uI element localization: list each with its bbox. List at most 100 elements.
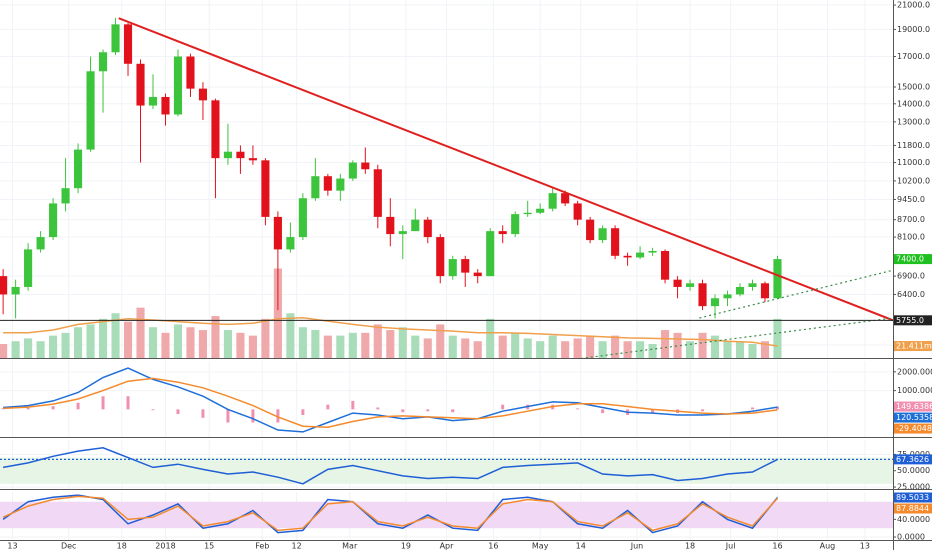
last-value-label: 149.6386 xyxy=(896,402,932,411)
histogram-bar xyxy=(501,404,505,410)
volume-bar xyxy=(586,335,595,358)
y-tick-label: 11800.0 xyxy=(897,141,930,150)
histogram-bar xyxy=(651,409,655,414)
volume-bar xyxy=(273,268,282,358)
candle-body xyxy=(661,250,670,280)
volume-bar xyxy=(773,318,782,358)
volume-bar xyxy=(98,318,108,358)
indicator-line xyxy=(2,495,779,532)
candle-body xyxy=(74,149,83,189)
volume-bar xyxy=(236,332,245,358)
candle-body xyxy=(760,283,770,299)
x-tick-label: Apr xyxy=(440,542,455,550)
volume-bar xyxy=(461,338,470,358)
histogram-bar xyxy=(176,409,180,415)
x-tick-label: 2018 xyxy=(155,542,175,550)
histogram-bar xyxy=(101,396,105,410)
candle-body xyxy=(461,259,470,273)
candle-body xyxy=(161,96,170,115)
candle-body xyxy=(698,283,707,307)
x-tick-label: 14 xyxy=(576,542,586,550)
volume-bar xyxy=(186,327,195,358)
histogram-bar xyxy=(351,400,355,410)
candle-body xyxy=(523,212,532,215)
volume-bar xyxy=(373,324,382,358)
last-value-label-box xyxy=(894,492,932,503)
histogram-bar xyxy=(401,409,405,413)
volume-bar xyxy=(0,344,8,358)
trend-line xyxy=(699,269,894,319)
candle-body xyxy=(248,158,257,161)
candle-body xyxy=(236,151,245,159)
y-tick-label: 40.0000 xyxy=(897,515,930,524)
y-tick-label: 2000.0000 xyxy=(897,367,932,376)
volume-bar xyxy=(348,332,357,358)
x-tick-label: 18 xyxy=(117,542,127,550)
volume-bar xyxy=(111,313,120,358)
y-tick-label: 1000.0000 xyxy=(897,386,932,395)
x-tick-label: 18 xyxy=(685,542,695,550)
trend-line xyxy=(118,17,894,322)
volume-bar xyxy=(685,341,695,358)
last-value-label-box xyxy=(894,454,932,465)
volume-bar xyxy=(24,338,33,358)
candle-body xyxy=(373,169,382,217)
x-tick-label: 13 xyxy=(7,542,17,550)
volume-bar xyxy=(710,335,720,358)
candle-body xyxy=(173,56,183,115)
volume-bar xyxy=(211,316,220,358)
candle-body xyxy=(386,216,395,235)
candle-body xyxy=(311,176,320,199)
volume-bar xyxy=(411,335,420,358)
histogram-bar xyxy=(601,409,605,414)
volume-bar xyxy=(473,341,482,358)
volume-bar xyxy=(61,332,70,358)
candle-body xyxy=(636,252,645,258)
candle-body xyxy=(198,88,208,101)
last-value-label-box xyxy=(894,503,932,514)
candle-body xyxy=(735,286,745,295)
x-tick-label: Jun xyxy=(630,542,644,550)
volume-bar xyxy=(511,332,520,358)
histogram-bar xyxy=(126,396,130,410)
indicator-line xyxy=(2,494,779,534)
candle-body xyxy=(361,162,370,170)
histogram-bar xyxy=(376,407,380,410)
histogram-bar xyxy=(51,406,55,410)
volume-bar xyxy=(448,335,457,358)
candle-body xyxy=(261,160,270,217)
candle-body xyxy=(36,237,45,250)
volume-ma-label-box xyxy=(894,341,932,352)
candle-body xyxy=(598,228,607,241)
volume-bar xyxy=(748,344,757,358)
volume-bar xyxy=(74,327,83,358)
volume-bar xyxy=(161,332,170,358)
last-value-label: 67.3626 xyxy=(896,455,929,464)
volume-bar xyxy=(248,335,257,358)
band xyxy=(0,457,893,484)
candle-body xyxy=(49,203,58,238)
volume-bar xyxy=(136,307,145,358)
volume-ma-label: 21.411m xyxy=(896,342,932,351)
candle-body xyxy=(436,237,445,277)
volume-bar xyxy=(386,330,395,358)
candle-body xyxy=(486,231,495,277)
volume-ma-line xyxy=(3,316,778,347)
volume-bar xyxy=(498,335,507,358)
candle-body xyxy=(98,52,108,72)
histogram-bar xyxy=(26,407,30,410)
candle-body xyxy=(123,24,133,64)
volume-bar xyxy=(298,327,307,358)
x-tick-label: 16 xyxy=(772,542,782,550)
candle-body xyxy=(148,96,158,106)
last-price-label-box xyxy=(894,254,932,265)
y-tick-label: 25.0000 xyxy=(897,483,930,492)
volume-bar xyxy=(523,338,532,358)
volume-bar xyxy=(286,313,295,358)
candle-body xyxy=(348,162,357,179)
candle-body xyxy=(536,208,545,213)
hline-label: 5755.0 xyxy=(896,316,924,325)
histogram-bar xyxy=(276,409,280,423)
last-value-label: 89.5033 xyxy=(896,493,929,502)
